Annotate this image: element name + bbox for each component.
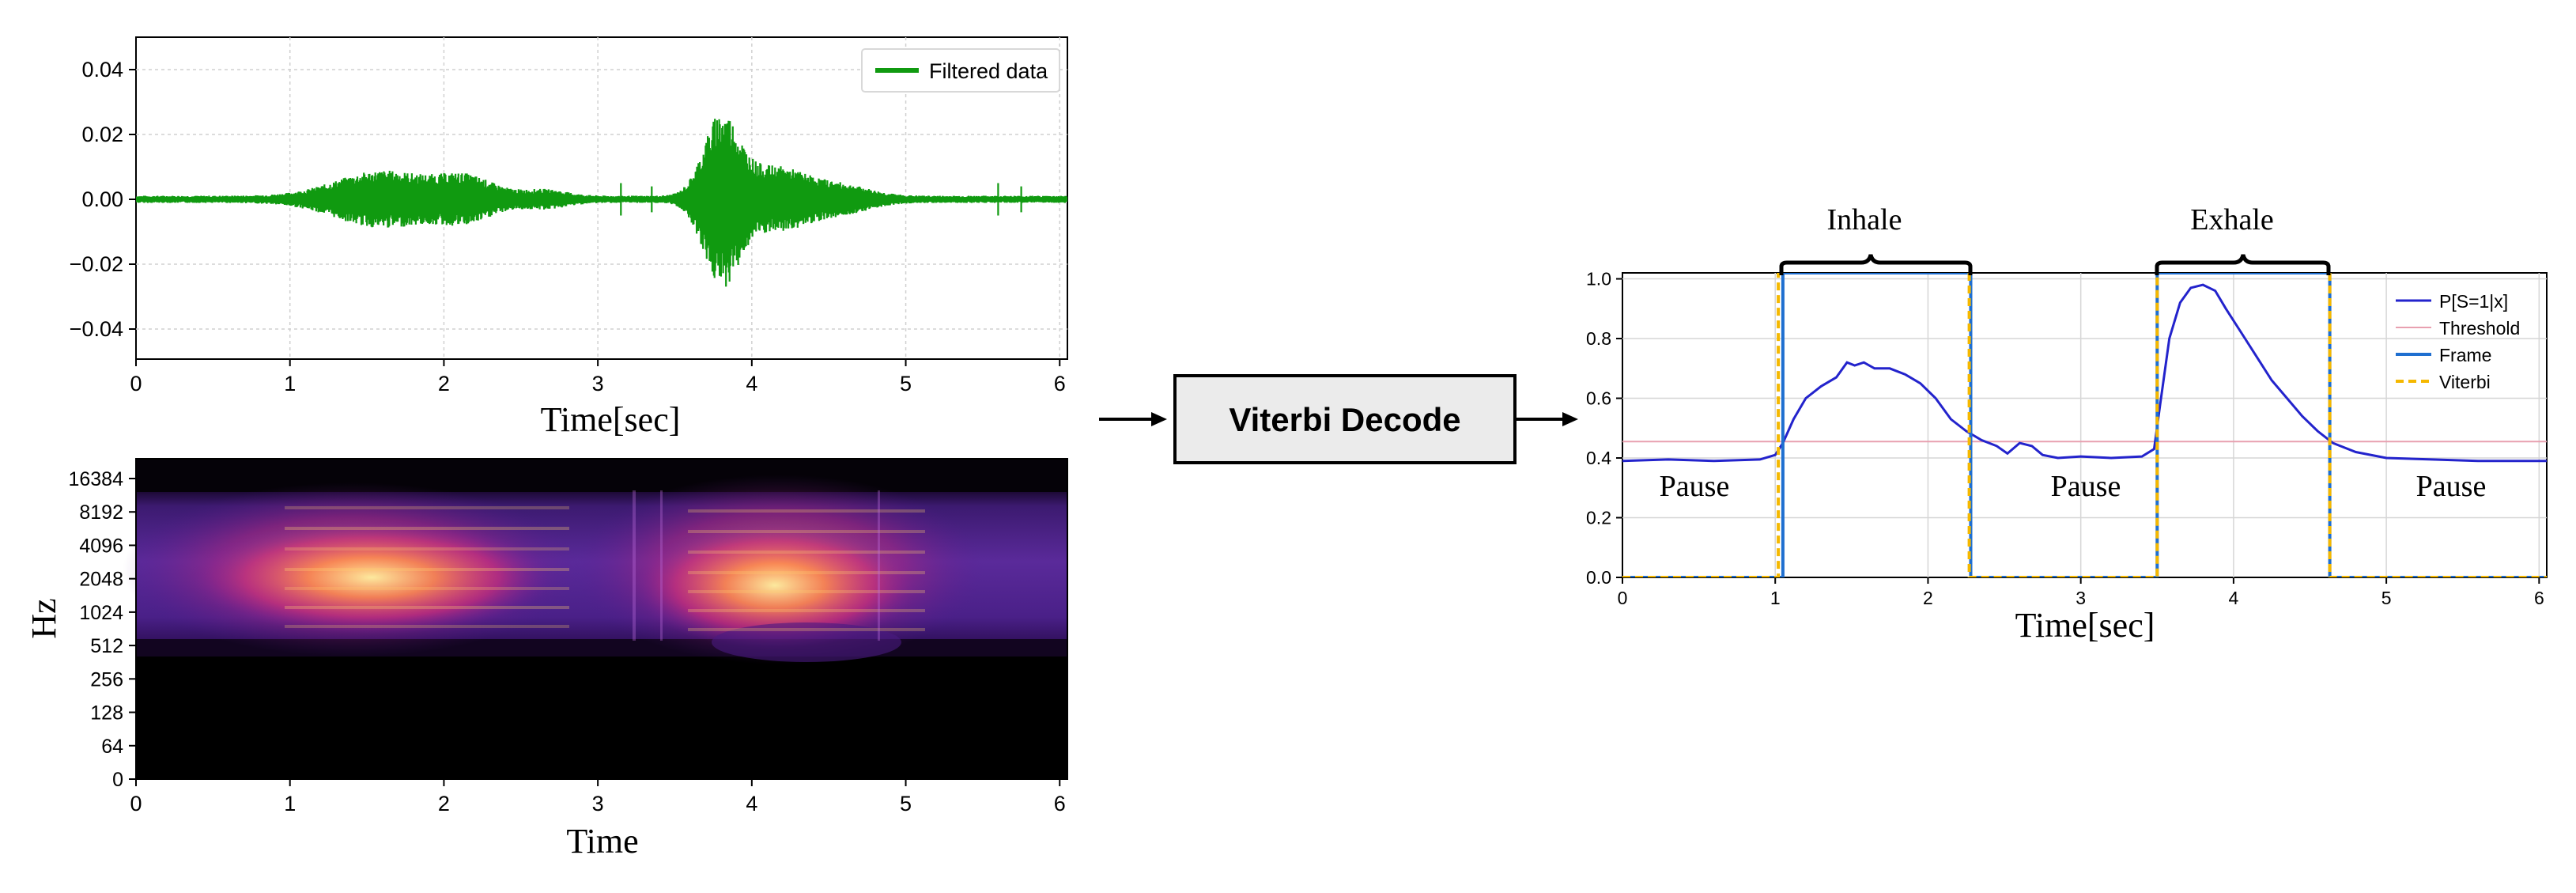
spectrogram-y-tick-label: 512 [90, 635, 123, 657]
spectrogram-x-ticks: 0 1 2 3 4 5 6 [130, 779, 1066, 815]
exhale-brace [2155, 254, 2331, 275]
vad-legend-threshold: Threshold [2439, 318, 2520, 339]
spectrogram-x-tick-label: 1 [284, 792, 296, 815]
waveform-plot: 0 1 2 3 4 5 6 0.04 0.02 0.00 −0.02 −0.04 Filtered … [70, 36, 1068, 439]
spectrogram-x-tick-label: 0 [130, 792, 142, 815]
arrow-to-decoder [1099, 412, 1167, 426]
spectrogram-y-axis-label: Hz [25, 598, 63, 638]
vad-x-tick-label: 2 [1923, 588, 1933, 608]
spectrogram-stripes [285, 490, 925, 641]
vad-x-tick-label: 1 [1770, 588, 1781, 608]
waveform-x-axis-label: Time[sec] [541, 400, 681, 439]
vad-y-tick-label: 0.6 [1586, 388, 1611, 409]
inhale-brace [1779, 254, 1973, 275]
vad-x-tick-label: 4 [2228, 588, 2238, 608]
vad-series [1622, 273, 2547, 577]
spectrogram-energy-exhale-core [633, 522, 917, 649]
waveform-y-tick-label: −0.02 [70, 252, 123, 276]
waveform-x-tick-label: 2 [438, 372, 450, 395]
waveform-x-tick-label: 4 [746, 372, 757, 395]
waveform-x-tick-label: 5 [900, 372, 912, 395]
spectrogram-energy-inhale-core [190, 520, 553, 634]
vad-y-tick-label: 0.0 [1586, 567, 1611, 588]
vad-y-tick-label: 0.2 [1586, 508, 1611, 528]
vad-x-tick-label: 3 [2076, 588, 2086, 608]
vad-legend-frame: Frame [2439, 345, 2491, 365]
inhale-label: Inhale [1827, 203, 1902, 236]
waveform-legend: Filtered data [861, 48, 1060, 93]
vad-legend-viterbi: Viterbi [2439, 372, 2491, 392]
waveform-y-tick-label: 0.02 [81, 123, 123, 146]
waveform-x-tick-label: 3 [592, 372, 604, 395]
spectrogram-x-tick-label: 2 [438, 792, 450, 815]
waveform-y-tick-label: −0.04 [70, 317, 123, 341]
waveform-x-tick-label: 0 [130, 372, 142, 395]
vad-legend: P[S=1|x] Threshold Frame Viterbi [2396, 291, 2520, 392]
waveform-x-tick-label: 1 [284, 372, 296, 395]
spectrogram-y-tick-label: 256 [90, 668, 123, 691]
waveform-y-ticks: 0.04 0.02 0.00 −0.02 −0.04 [70, 58, 136, 341]
spectrogram-y-tick-label: 64 [101, 736, 123, 758]
spectrogram-y-tick-label: 16384 [68, 468, 123, 490]
vad-plot: 0 1 2 3 4 5 6 1.0 0.8 0.6 0.4 0.2 0.0 P[S=1|x] Thre… [1586, 203, 2548, 645]
vad-legend-prob: P[S=1|x] [2439, 291, 2508, 312]
spectrogram-y-tick-label: 2048 [79, 569, 123, 591]
vad-x-tick-label: 5 [2381, 588, 2392, 608]
pause-label-2: Pause [2051, 470, 2121, 503]
vad-y-tick-label: 1.0 [1586, 269, 1611, 289]
spectrogram-y-tick-label: 128 [90, 702, 123, 725]
spectrogram-y-tick-label: 8192 [79, 501, 123, 524]
spectrogram-y-tick-label: 0 [112, 769, 123, 791]
vad-axes-frame [1622, 272, 2548, 578]
pause-label-3: Pause [2416, 470, 2487, 503]
vad-x-tick-label: 0 [1618, 588, 1628, 608]
spectrogram-y-ticks: 16384 8192 4096 2048 1024 512 256 128 64 0 [68, 468, 136, 791]
vad-y-tick-label: 0.4 [1586, 448, 1611, 468]
waveform-y-tick-label: 0.00 [81, 187, 123, 211]
spectrogram-y-tick-label: 4096 [79, 535, 123, 557]
spectrogram-x-axis-label: Time [566, 822, 638, 861]
viterbi-decode-box: Viterbi Decode [1173, 374, 1517, 464]
spectrogram-plot: 0 1 2 3 4 5 6 16384 8192 4096 2048 1024 512 256 128 64… [25, 458, 1068, 861]
spectrogram-x-tick-label: 4 [746, 792, 757, 815]
vad-x-ticks: 0 1 2 3 4 5 6 [1618, 577, 2544, 608]
spectrogram-x-tick-label: 3 [592, 792, 604, 815]
waveform-signal [136, 119, 1067, 287]
pause-label-1: Pause [1660, 470, 1730, 503]
exhale-label: Exhale [2190, 203, 2274, 236]
vad-x-axis-label: Time[sec] [2015, 606, 2155, 645]
probability-line [1622, 283, 2547, 463]
viterbi-decode-label: Viterbi Decode [1229, 401, 1460, 438]
spectrogram-x-tick-label: 6 [1054, 792, 1066, 815]
vad-y-ticks: 1.0 0.8 0.6 0.4 0.2 0.0 [1586, 269, 1622, 588]
spectrogram-axes-frame [135, 458, 1068, 780]
spectrogram-y-tick-label: 1024 [79, 602, 123, 624]
arrow-from-decoder [1515, 412, 1578, 426]
waveform-x-ticks: 0 1 2 3 4 5 6 [130, 359, 1066, 395]
spectrogram-x-tick-label: 5 [900, 792, 912, 815]
waveform-y-tick-label: 0.04 [81, 58, 123, 81]
waveform-legend-label: Filtered data [929, 59, 1048, 83]
vad-x-tick-label: 6 [2534, 588, 2544, 608]
waveform-x-tick-label: 6 [1054, 372, 1066, 395]
viterbi-line [1622, 273, 2547, 577]
vad-y-tick-label: 0.8 [1586, 328, 1611, 349]
